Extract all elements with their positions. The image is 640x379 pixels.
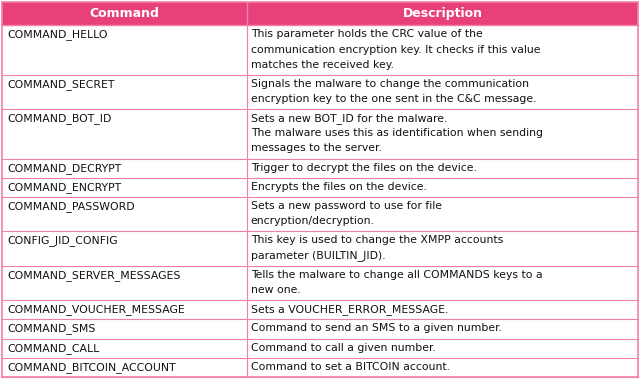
Text: communication encryption key. It checks if this value: communication encryption key. It checks … bbox=[251, 45, 540, 55]
Text: COMMAND_PASSWORD: COMMAND_PASSWORD bbox=[7, 201, 135, 212]
Bar bbox=[2, 158, 638, 178]
Bar bbox=[2, 2, 638, 25]
Text: Sets a new BOT_ID for the malware.: Sets a new BOT_ID for the malware. bbox=[251, 113, 447, 124]
Text: Command: Command bbox=[90, 7, 159, 20]
Text: The malware uses this as identification when sending: The malware uses this as identification … bbox=[251, 128, 543, 138]
Bar bbox=[2, 300, 638, 319]
Bar bbox=[2, 338, 638, 358]
Text: This parameter holds the CRC value of the: This parameter holds the CRC value of th… bbox=[251, 30, 483, 39]
Text: encryption/decryption.: encryption/decryption. bbox=[251, 216, 375, 226]
Text: COMMAND_SERVER_MESSAGES: COMMAND_SERVER_MESSAGES bbox=[7, 270, 180, 281]
Text: matches the received key.: matches the received key. bbox=[251, 60, 394, 70]
Bar bbox=[2, 319, 638, 338]
Text: Command to call a given number.: Command to call a given number. bbox=[251, 343, 436, 352]
Text: Trigger to decrypt the files on the device.: Trigger to decrypt the files on the devi… bbox=[251, 163, 477, 173]
Text: CONFIG_JID_CONFIG: CONFIG_JID_CONFIG bbox=[7, 235, 118, 246]
Bar bbox=[2, 232, 638, 266]
Bar bbox=[2, 266, 638, 300]
Text: COMMAND_CALL: COMMAND_CALL bbox=[7, 343, 99, 354]
Text: messages to the server.: messages to the server. bbox=[251, 143, 381, 153]
Text: Sets a new password to use for file: Sets a new password to use for file bbox=[251, 201, 442, 211]
Text: Signals the malware to change the communication: Signals the malware to change the commun… bbox=[251, 79, 529, 89]
Bar bbox=[2, 358, 638, 377]
Text: COMMAND_DECRYPT: COMMAND_DECRYPT bbox=[7, 163, 122, 174]
Text: Encrypts the files on the device.: Encrypts the files on the device. bbox=[251, 182, 427, 192]
Text: COMMAND_VOUCHER_MESSAGE: COMMAND_VOUCHER_MESSAGE bbox=[7, 304, 185, 315]
Text: COMMAND_SMS: COMMAND_SMS bbox=[7, 323, 95, 334]
Bar bbox=[2, 178, 638, 197]
Text: Description: Description bbox=[403, 7, 483, 20]
Text: This key is used to change the XMPP accounts: This key is used to change the XMPP acco… bbox=[251, 235, 503, 246]
Text: COMMAND_HELLO: COMMAND_HELLO bbox=[7, 30, 108, 41]
Bar bbox=[2, 197, 638, 232]
Text: Command to set a BITCOIN account.: Command to set a BITCOIN account. bbox=[251, 362, 450, 372]
Text: Sets a VOUCHER_ERROR_MESSAGE.: Sets a VOUCHER_ERROR_MESSAGE. bbox=[251, 304, 448, 315]
Text: COMMAND_BOT_ID: COMMAND_BOT_ID bbox=[7, 113, 111, 124]
Text: new one.: new one. bbox=[251, 285, 301, 295]
Text: COMMAND_BITCOIN_ACCOUNT: COMMAND_BITCOIN_ACCOUNT bbox=[7, 362, 176, 373]
Text: parameter (BUILTIN_JID).: parameter (BUILTIN_JID). bbox=[251, 251, 385, 262]
Bar bbox=[2, 75, 638, 109]
Text: COMMAND_ENCRYPT: COMMAND_ENCRYPT bbox=[7, 182, 122, 193]
Text: COMMAND_SECRET: COMMAND_SECRET bbox=[7, 79, 115, 90]
Text: encryption key to the one sent in the C&C message.: encryption key to the one sent in the C&… bbox=[251, 94, 536, 104]
Text: Command to send an SMS to a given number.: Command to send an SMS to a given number… bbox=[251, 323, 502, 334]
Text: Tells the malware to change all COMMANDS keys to a: Tells the malware to change all COMMANDS… bbox=[251, 270, 543, 280]
